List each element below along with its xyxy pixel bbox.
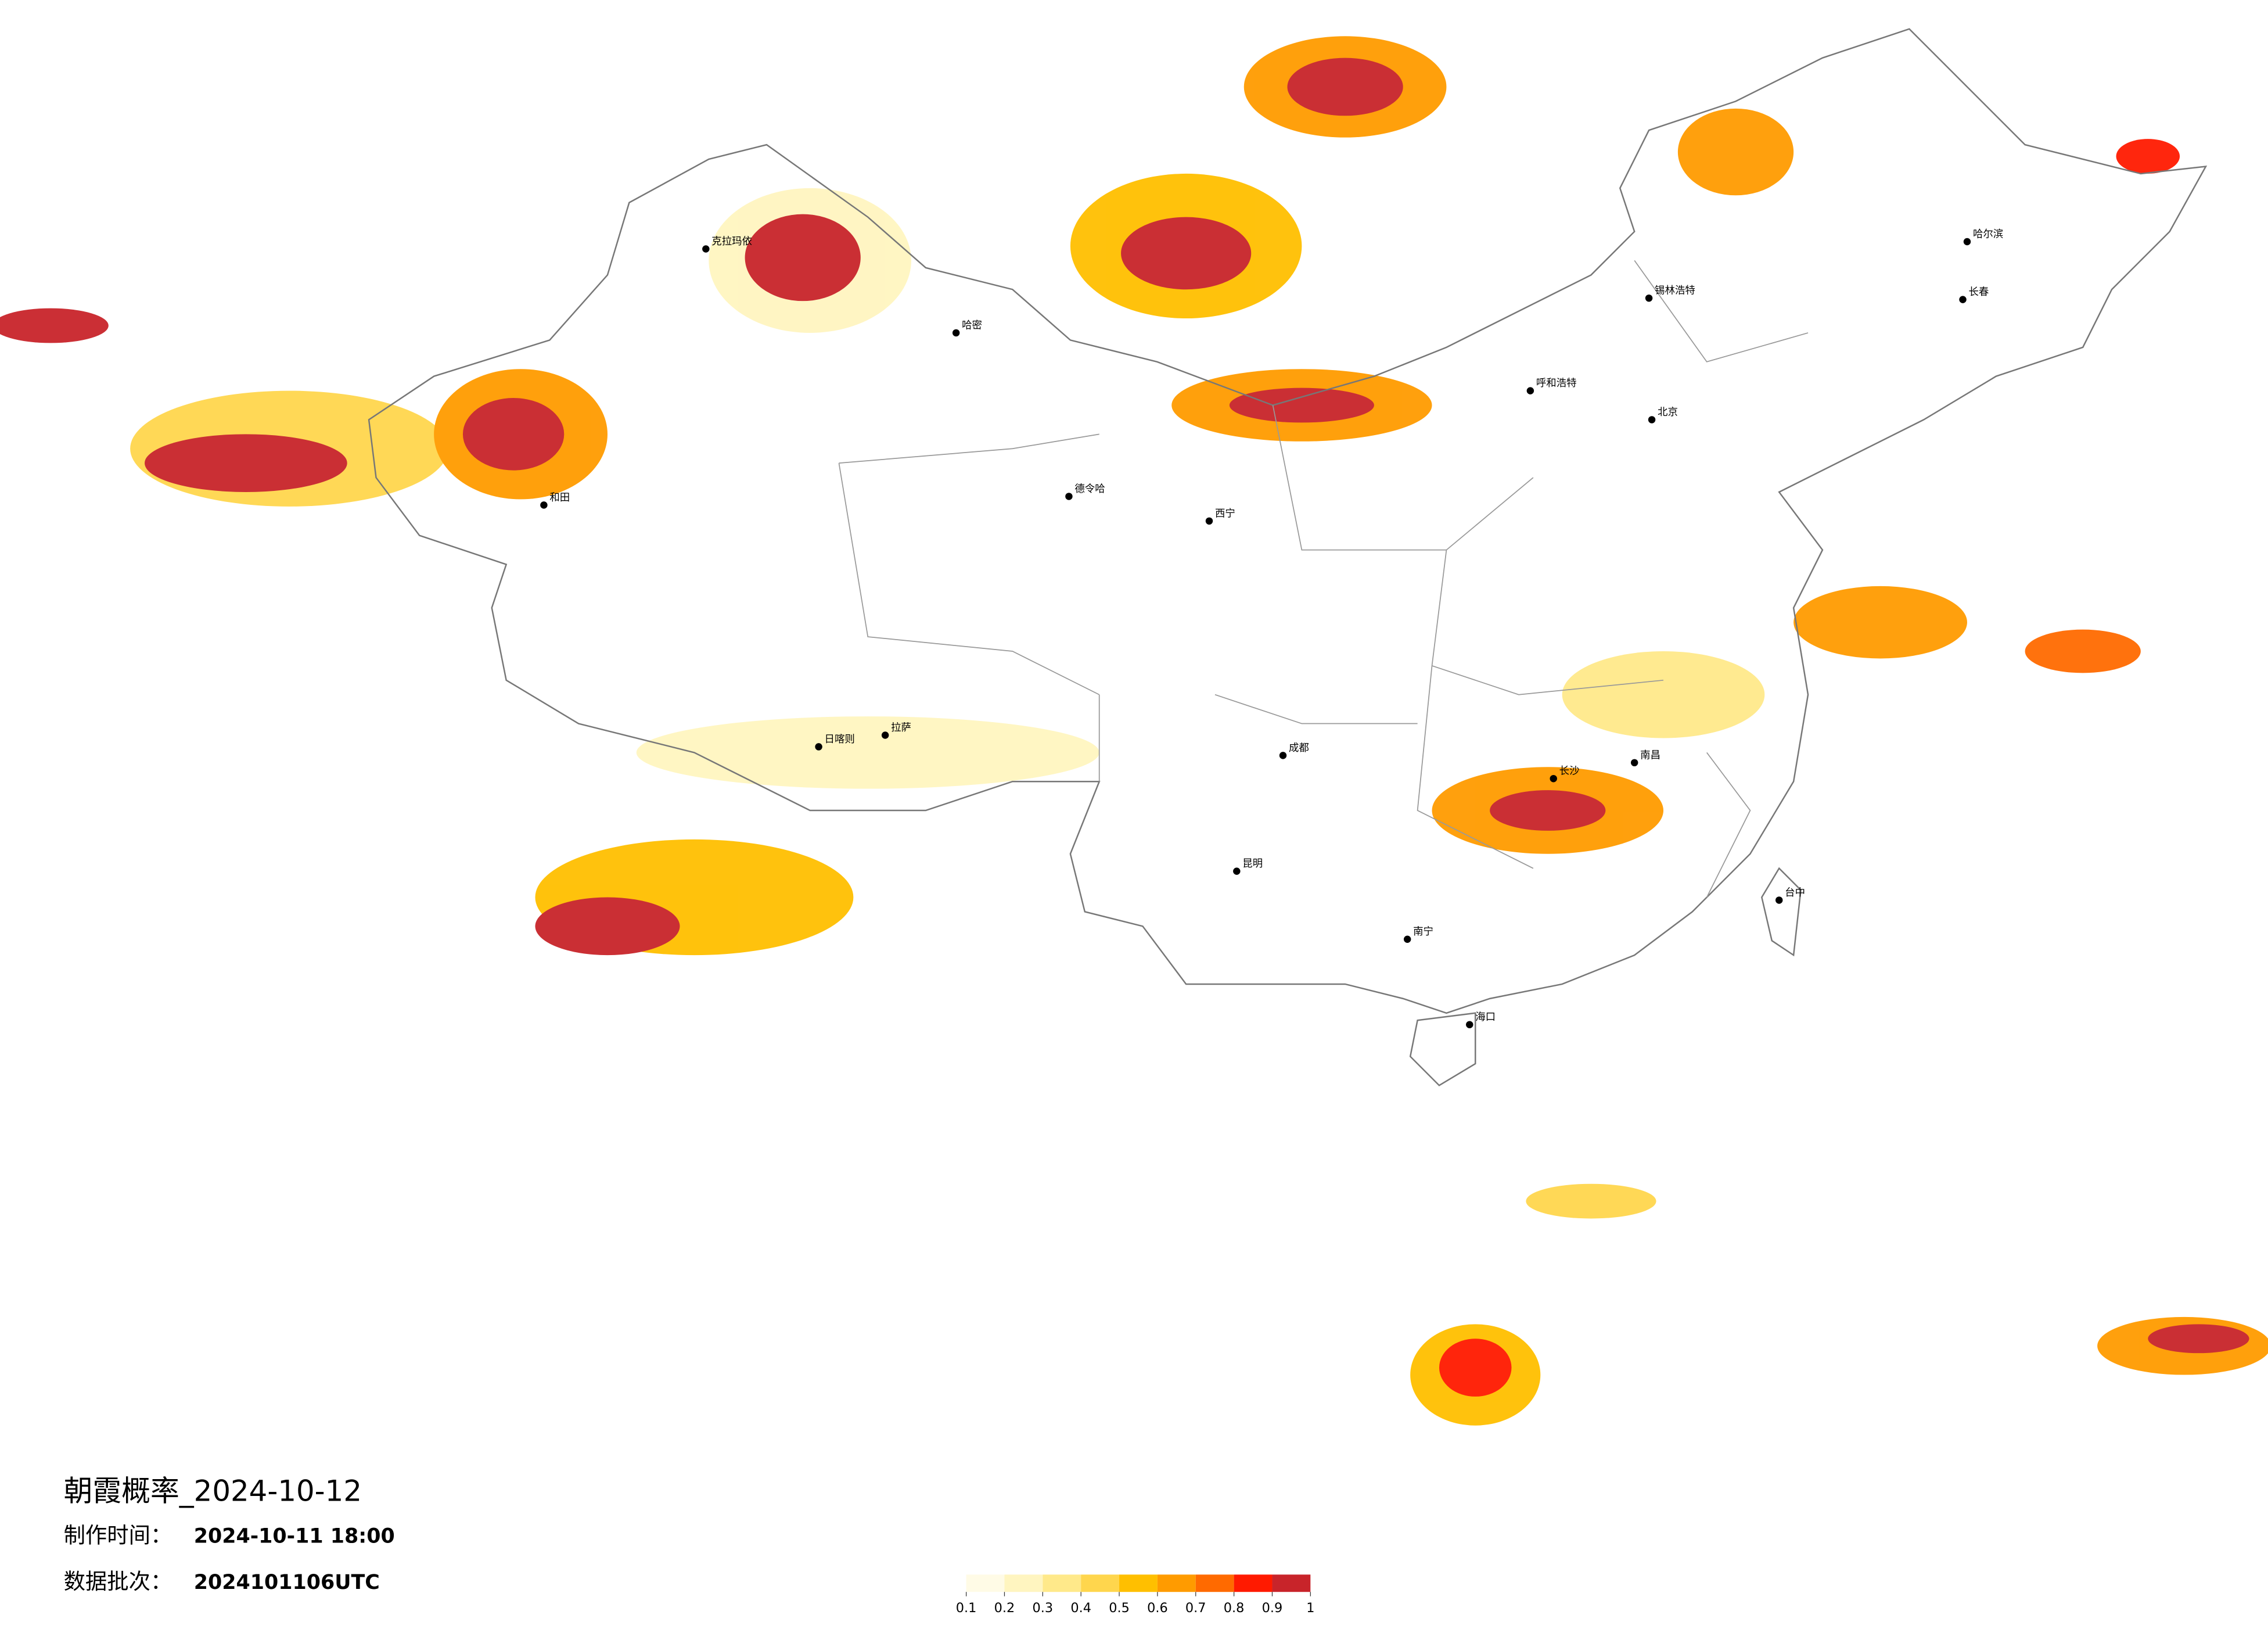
city-label: 长沙 bbox=[1559, 766, 1580, 777]
map-title: 朝霞概率_2024-10-12 bbox=[64, 1474, 362, 1508]
province-lines bbox=[838, 260, 1809, 898]
city-dot bbox=[702, 245, 710, 253]
city-dot bbox=[1526, 387, 1534, 394]
city-label: 克拉玛依 bbox=[711, 236, 752, 247]
legend-tick-label: 0.3 bbox=[1033, 1601, 1054, 1616]
made-time-label: 制作时间： bbox=[64, 1523, 172, 1548]
legend: 0.1 0.2 0.3 0.4 0.5 0.6 0.7 0.8 0.9 1 bbox=[956, 1574, 1314, 1616]
city-label: 锡林浩特 bbox=[1655, 285, 1695, 297]
city-label: 成都 bbox=[1289, 742, 1309, 754]
city-dot bbox=[1648, 416, 1656, 424]
city-label: 日喀则 bbox=[825, 734, 855, 745]
legend-swatch bbox=[1119, 1574, 1158, 1592]
legend-swatch bbox=[1081, 1574, 1120, 1592]
city-dot bbox=[1963, 238, 1971, 246]
city-label: 呼和浩特 bbox=[1536, 378, 1577, 389]
city-dot bbox=[1630, 759, 1638, 767]
legend-swatch bbox=[966, 1574, 1005, 1592]
city-label: 和田 bbox=[549, 492, 570, 504]
city-dot bbox=[815, 743, 822, 751]
legend-swatch bbox=[1195, 1574, 1234, 1592]
legend-tick-label: 0.6 bbox=[1147, 1601, 1168, 1616]
city-dot bbox=[1279, 752, 1287, 759]
city-label: 德令哈 bbox=[1074, 483, 1105, 495]
legend-swatch bbox=[1157, 1574, 1196, 1592]
city-dot bbox=[1959, 296, 1967, 303]
legend-tick-label: 0.2 bbox=[994, 1601, 1015, 1616]
legend-swatch bbox=[1004, 1574, 1043, 1592]
city-label: 北京 bbox=[1658, 407, 1678, 418]
city-label: 哈尔滨 bbox=[1973, 229, 2003, 241]
city-dot bbox=[1065, 493, 1073, 500]
city-dot bbox=[1233, 867, 1241, 875]
taiwan-outline bbox=[1761, 867, 1802, 957]
city-dot bbox=[1205, 517, 1213, 525]
country-outline bbox=[368, 28, 2208, 1014]
city-label: 拉萨 bbox=[891, 722, 911, 734]
city-label: 长春 bbox=[1968, 286, 1989, 298]
batch-label: 数据批次： bbox=[64, 1569, 172, 1594]
city-label: 台中 bbox=[1785, 887, 1805, 899]
legend-tick-label: 0.1 bbox=[956, 1601, 977, 1616]
city-label: 西宁 bbox=[1215, 508, 1235, 519]
city-dot bbox=[952, 329, 960, 337]
city-label: 哈密 bbox=[962, 320, 982, 331]
legend-tick-label: 0.5 bbox=[1109, 1601, 1130, 1616]
legend-tick-label: 1 bbox=[1306, 1601, 1314, 1616]
legend-tick-label: 0.9 bbox=[1262, 1601, 1283, 1616]
city-dot bbox=[540, 501, 548, 509]
made-time-value: 2024-10-11 18:00 bbox=[194, 1525, 395, 1548]
city-label: 南昌 bbox=[1640, 749, 1660, 761]
batch-value: 2024101106UTC bbox=[194, 1571, 380, 1594]
city-dot bbox=[1775, 896, 1783, 904]
city-dot bbox=[1466, 1021, 1473, 1028]
city-dot bbox=[1645, 294, 1653, 302]
city-dot bbox=[1403, 935, 1411, 943]
hainan-outline bbox=[1409, 1012, 1476, 1086]
city-dot bbox=[1550, 774, 1557, 783]
legend-tick-label: 0.4 bbox=[1070, 1601, 1091, 1616]
legend-swatch bbox=[1234, 1574, 1273, 1592]
probability-field bbox=[0, 36, 2268, 1426]
legend-tick-label: 0.7 bbox=[1185, 1601, 1206, 1616]
legend-tick-label: 0.8 bbox=[1224, 1601, 1245, 1616]
city-label: 海口 bbox=[1475, 1011, 1496, 1023]
legend-swatch bbox=[1043, 1574, 1081, 1592]
city-label: 南宁 bbox=[1413, 926, 1433, 938]
city-dot bbox=[881, 731, 889, 739]
city-label: 昆明 bbox=[1242, 858, 1263, 870]
legend-swatch bbox=[1272, 1574, 1311, 1592]
